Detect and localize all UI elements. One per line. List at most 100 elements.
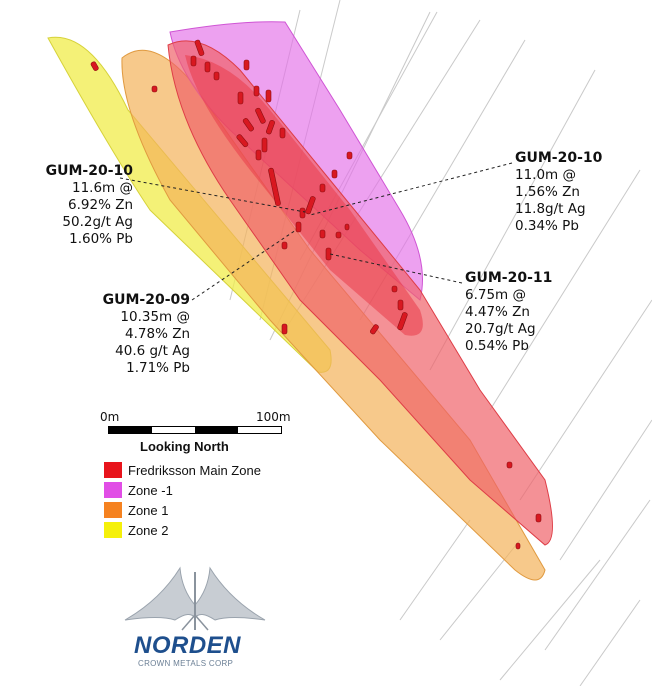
intersection (369, 324, 379, 335)
scale-start-label: 0m (100, 410, 120, 424)
intersection (535, 513, 542, 523)
leader-line (119, 177, 306, 213)
intersection (281, 241, 288, 250)
callout-ag: 20.7g/t Ag (465, 321, 536, 337)
legend-item-zone-minus-1: Zone -1 (104, 480, 261, 500)
intersection (344, 223, 350, 231)
legend-label: Zone -1 (128, 482, 173, 498)
intersection (515, 542, 521, 550)
intersection (151, 85, 158, 93)
crown-spike (181, 614, 196, 631)
drill-trace (429, 69, 596, 371)
view-direction-label: Looking North (140, 439, 229, 454)
intersection (268, 167, 281, 206)
crown-shape (124, 566, 266, 621)
intersection (391, 285, 398, 293)
callout-length: 10.35m @ (120, 309, 190, 325)
callout-ag: 50.2g/t Ag (62, 214, 133, 230)
logo-subtitle: CROWN METALS CORP (138, 659, 234, 668)
crown-logo-icon (124, 566, 266, 631)
callout-pb: 0.34% Pb (515, 218, 579, 234)
legend-swatch (104, 522, 122, 538)
intersection (194, 39, 205, 56)
callout-hole-id: GUM-20-09 (102, 292, 190, 308)
intersection (265, 89, 272, 103)
scale-segment (109, 427, 152, 433)
legend-swatch (104, 482, 122, 498)
callout-zn: 4.47% Zn (465, 304, 530, 320)
drill-trace (579, 599, 641, 686)
callout-zn: 6.92% Zn (68, 197, 133, 213)
legend-label: Zone 1 (128, 502, 169, 518)
legend-label: Zone 2 (128, 522, 169, 538)
drill-trace (544, 499, 651, 651)
company-logo: NORDEN CROWN METALS CORP (120, 560, 270, 685)
intersection (319, 229, 326, 239)
crown-spike (194, 614, 209, 631)
legend-label: Fredriksson Main Zone (128, 462, 261, 478)
leader-line (309, 162, 513, 216)
intersection (213, 71, 220, 81)
intersection (295, 221, 302, 233)
scale-segment (195, 427, 238, 433)
callout-hole-id: GUM-20-11 (465, 270, 553, 286)
callout-length: 6.75m @ (465, 287, 527, 303)
legend-swatch (104, 462, 122, 478)
intersection (243, 59, 250, 71)
callout-pb: 1.71% Pb (126, 360, 190, 376)
callout-zn: 1.56% Zn (515, 184, 580, 200)
drill-trace (399, 519, 471, 621)
drill-trace (489, 169, 641, 411)
intersection (265, 120, 275, 135)
intercept-callout-gum-20-11: GUM-20-11 6.75m @ 4.47% Zn 20.7g/t Ag 0.… (465, 270, 552, 355)
scale-bar: 0m 100m (100, 410, 300, 440)
legend-item-main-zone: Fredriksson Main Zone (104, 460, 261, 480)
callout-hole-id: GUM-20-10 (45, 163, 133, 179)
intersection (299, 207, 306, 219)
intersection (331, 169, 338, 179)
intersection (397, 299, 404, 311)
intersection (281, 323, 288, 335)
legend-swatch (104, 502, 122, 518)
intersection (204, 61, 211, 73)
callout-pb: 1.60% Pb (69, 231, 133, 247)
callout-leaders (119, 162, 513, 301)
intercept-callout-gum-20-09: GUM-20-09 10.35m @ 4.78% Zn 40.6 g/t Ag … (92, 292, 190, 377)
callout-length: 11.0m @ (515, 167, 577, 183)
drill-traces (229, 0, 652, 686)
intercept-callout-gum-20-10-east: GUM-20-10 11.0m @ 1.56% Zn 11.8g/t Ag 0.… (515, 150, 602, 235)
intercept-callout-gum-20-10-west: GUM-20-10 11.6m @ 6.92% Zn 50.2g/t Ag 1.… (25, 163, 133, 248)
callout-length: 11.6m @ (71, 180, 133, 196)
drill-trace (499, 559, 601, 681)
intersection (335, 231, 342, 239)
main-zone-core (185, 55, 423, 336)
callout-pb: 0.54% Pb (465, 338, 529, 354)
intersection (346, 151, 353, 160)
callout-hole-id: GUM-20-10 (515, 150, 603, 166)
intersection (305, 196, 316, 215)
intersection (261, 137, 268, 153)
leader-line (329, 253, 463, 284)
callout-zn: 4.78% Zn (125, 326, 190, 342)
intersection (319, 183, 326, 193)
leader-line (191, 229, 297, 301)
scale-bar-track (108, 426, 282, 434)
intersection (236, 134, 249, 148)
intersection (279, 127, 286, 139)
drill-trace (519, 299, 652, 501)
intersection (506, 461, 513, 469)
intersection (237, 91, 244, 105)
logo-name: NORDEN (134, 632, 242, 659)
intersection (242, 118, 254, 132)
drill-trace (559, 419, 652, 561)
intersection (190, 55, 197, 67)
drill-intersections (90, 39, 542, 550)
intersection (255, 149, 262, 161)
callout-ag: 11.8g/t Ag (515, 201, 586, 217)
intersection (255, 107, 266, 124)
legend: Fredriksson Main Zone Zone -1 Zone 1 Zon… (104, 460, 261, 540)
legend-item-zone-2: Zone 2 (104, 520, 261, 540)
scale-end-label: 100m (256, 410, 291, 424)
intersection (253, 85, 260, 97)
